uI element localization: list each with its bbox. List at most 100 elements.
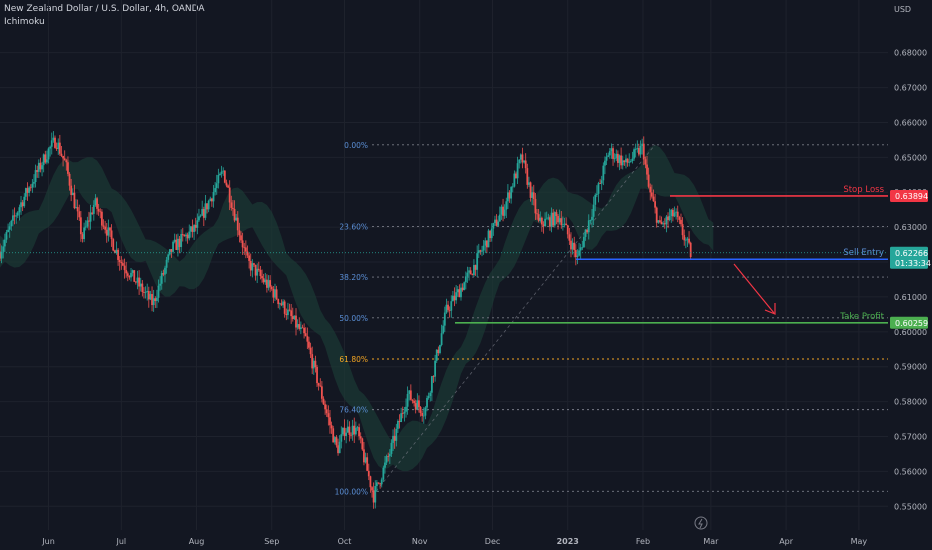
candle <box>282 299 284 308</box>
candle <box>513 170 516 188</box>
lightning-icon[interactable] <box>694 516 708 530</box>
candle-body <box>220 171 223 174</box>
candle <box>267 275 270 291</box>
replay-button[interactable] <box>694 516 708 530</box>
fib-level-label: 38.20% <box>339 273 368 282</box>
candle-body <box>338 441 341 454</box>
candle-body <box>84 226 87 228</box>
candle <box>432 375 435 383</box>
candle <box>337 438 339 456</box>
candle-body <box>126 273 129 276</box>
trade-levels[interactable]: Stop Loss Sell Entry Take Profit <box>0 185 888 324</box>
time-tick-label: Aug <box>189 537 205 546</box>
candle <box>204 195 207 221</box>
candle-body <box>668 215 671 221</box>
candle <box>586 229 589 234</box>
candle-body <box>600 180 603 184</box>
candle-body <box>210 198 213 202</box>
candle <box>445 298 448 314</box>
candle-body <box>532 192 535 199</box>
candle-body <box>633 149 635 159</box>
candle <box>170 248 173 258</box>
candle-body <box>70 185 73 196</box>
candle <box>654 193 656 214</box>
candle <box>561 216 564 231</box>
candle <box>206 203 208 214</box>
candle-body <box>128 275 131 278</box>
candle <box>413 398 415 407</box>
candle-body <box>628 161 631 163</box>
candle-body <box>267 280 270 288</box>
take-profit-label: Take Profit <box>839 312 884 322</box>
candle <box>584 229 587 241</box>
candle <box>621 155 624 170</box>
candle <box>680 213 682 227</box>
candle-body <box>667 216 669 221</box>
candle-body <box>363 449 365 463</box>
candle-body <box>149 294 152 300</box>
candle <box>24 187 27 200</box>
candle-body <box>638 148 640 155</box>
candle <box>99 208 102 219</box>
candle-body <box>287 309 289 316</box>
candle-body <box>217 175 220 184</box>
candle-body <box>401 413 404 415</box>
candle-body <box>236 217 239 231</box>
candle <box>152 289 155 312</box>
candle <box>131 269 134 277</box>
candle-body <box>31 183 34 188</box>
candle <box>283 299 286 318</box>
candle-body <box>424 407 427 416</box>
indicator-label[interactable]: Ichimoku <box>4 17 45 27</box>
candle-body <box>655 207 658 223</box>
time-axis[interactable]: Jun Jul Aug Sep Oct Nov Dec 2023 Feb Mar Apr May <box>41 537 867 546</box>
candle-body <box>308 341 310 348</box>
candle-body <box>443 312 446 326</box>
candle-body <box>626 158 629 163</box>
candle <box>201 200 204 217</box>
candle-body <box>552 212 555 226</box>
candle <box>115 241 118 255</box>
candle <box>178 235 181 254</box>
candle-body <box>324 404 327 410</box>
candle-body <box>348 426 351 435</box>
fib-level-label: 50.00% <box>339 314 368 323</box>
candle-body <box>657 220 660 223</box>
candle-body <box>646 164 648 175</box>
candle-body <box>670 209 673 216</box>
candle-body <box>482 245 485 251</box>
candle-body <box>419 407 422 414</box>
candle <box>165 256 168 274</box>
candle-body <box>604 160 606 166</box>
candle-body <box>545 218 548 220</box>
candle-body <box>36 170 39 172</box>
candle <box>240 231 242 243</box>
fibonacci-retracement[interactable]: 0.00% 23.60% 38.20% 50.00% 61.80% 76.40% 100.0… <box>335 141 888 496</box>
price-tick-label: 0.68000 <box>894 49 927 58</box>
candle <box>508 190 511 203</box>
candle-body <box>104 226 107 230</box>
candle-body <box>330 425 333 429</box>
candle <box>254 264 257 281</box>
candle <box>167 253 170 263</box>
projection-arrow[interactable] <box>733 263 775 314</box>
candle-body <box>68 173 71 186</box>
time-tick-label: May <box>851 537 868 546</box>
candle <box>21 199 24 212</box>
candle <box>388 449 391 464</box>
candle-body <box>652 196 655 202</box>
candle <box>238 222 241 243</box>
candle <box>639 140 642 158</box>
candle <box>608 148 611 159</box>
candle <box>160 270 163 290</box>
candle-body <box>316 367 318 384</box>
candle <box>105 223 108 243</box>
candle-body <box>157 285 160 298</box>
candle <box>130 268 132 282</box>
candle <box>264 272 267 285</box>
candle <box>447 300 449 313</box>
candle <box>322 396 325 405</box>
candle-body <box>489 230 492 239</box>
